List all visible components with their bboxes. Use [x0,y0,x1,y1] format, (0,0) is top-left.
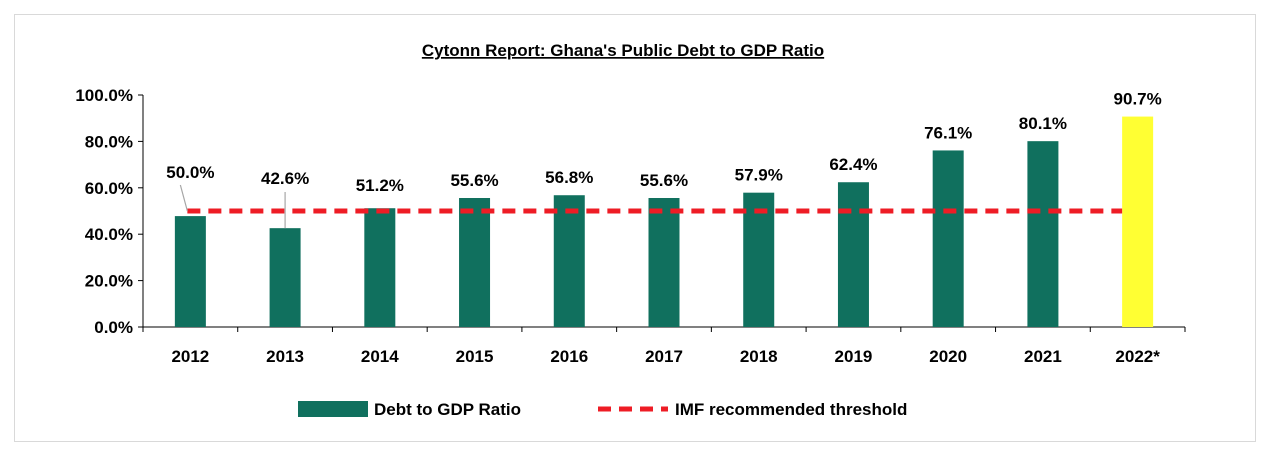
leader-line-2012 [179,184,188,212]
data-label-2020: 76.1% [924,123,972,142]
bar-2022-projected [1122,116,1154,328]
x-tick-label: 2021 [1024,347,1062,366]
data-label-2012: 50.0% [166,163,214,182]
y-tick-label: 0.0% [94,318,133,337]
x-tick-label: 2015 [456,347,494,366]
y-tick-label: 40.0% [85,225,133,244]
legend-label-imf-threshold: IMF recommended threshold [675,400,907,419]
x-tick-label: 2014 [361,347,399,366]
data-label-2013: 42.6% [261,169,309,188]
y-tick-label: 60.0% [85,179,133,198]
bar-2021 [1027,141,1059,327]
label-leader-lines [179,184,286,229]
legend-label-debt-to-gdp: Debt to GDP Ratio [374,400,521,419]
data-labels: 50.0% 42.6% 51.2% 55.6% 56.8% 55.6% 57.9% 62.4%… [166,90,1161,195]
y-tick-label: 20.0% [85,272,133,291]
bar-2013 [269,228,301,327]
y-tick-label: 80.0% [85,132,133,151]
data-label-2016: 56.8% [545,168,593,187]
bar-2017 [648,198,680,327]
bar-2012 [174,216,206,327]
data-label-2021: 80.1% [1019,114,1067,133]
x-tick-label: 2018 [740,347,778,366]
x-tick-label: 2019 [835,347,873,366]
y-axis: 0.0% 20.0% 40.0% 60.0% 80.0% 100.0% [75,86,144,337]
legend-swatch-debt-to-gdp [298,401,368,417]
bar-series [174,116,1154,328]
data-label-2014: 51.2% [356,176,404,195]
bar-2018 [743,192,775,327]
bar-2019 [837,182,869,327]
data-label-2019: 62.4% [829,155,877,174]
chart-title: Cytonn Report: Ghana's Public Debt to GD… [422,41,824,60]
data-label-2015: 55.6% [450,171,498,190]
x-tick-label: 2022* [1115,347,1160,366]
x-tick-label: 2012 [171,347,209,366]
data-label-2018: 57.9% [735,166,783,185]
bar-2016 [553,195,585,327]
bar-2014 [364,208,396,327]
legend: Debt to GDP Ratio IMF recommended thresh… [298,400,907,419]
data-label-2022-projected: 90.7% [1114,90,1162,109]
bar-2020 [932,150,964,327]
x-axis: 2012 2013 2014 2015 2016 2017 2018 2019 2020 2021… [142,326,1186,366]
x-tick-label: 2020 [929,347,967,366]
data-label-2017: 55.6% [640,171,688,190]
bar-2015 [459,198,491,327]
x-tick-label: 2017 [645,347,683,366]
y-tick-label: 100.0% [75,86,133,105]
x-tick-label: 2016 [550,347,588,366]
x-tick-label: 2013 [266,347,304,366]
